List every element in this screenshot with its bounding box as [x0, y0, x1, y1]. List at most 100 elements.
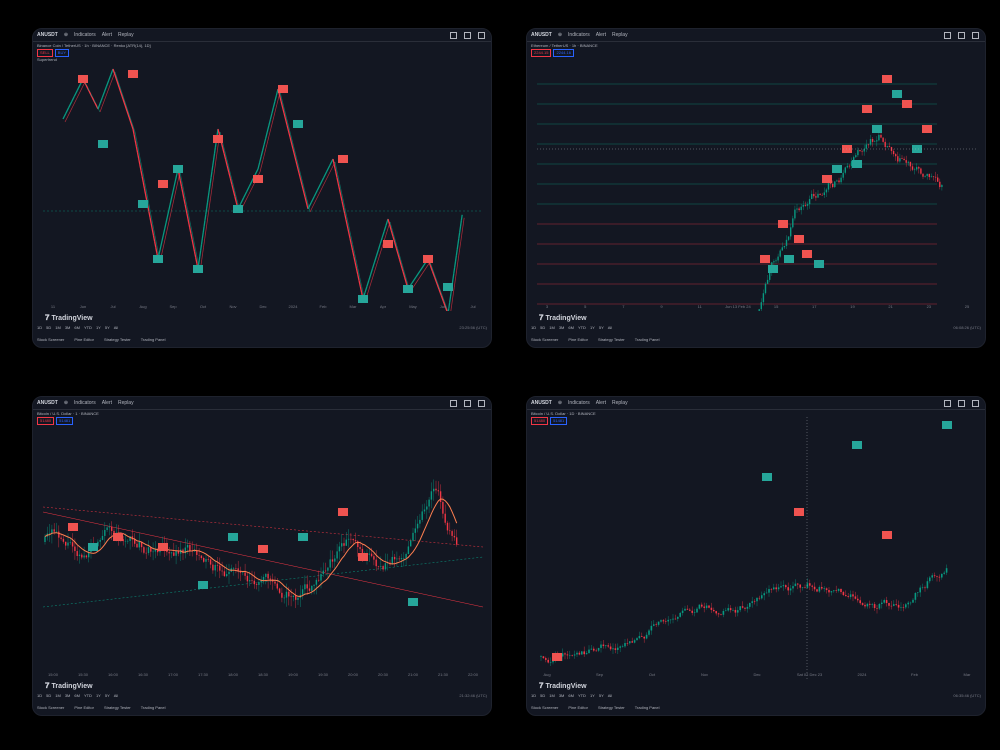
range-6m[interactable]: 6M [568, 693, 574, 698]
layout-icon[interactable] [450, 31, 457, 39]
range-1y[interactable]: 1Y [589, 325, 595, 330]
range-5y[interactable]: 5Y [598, 693, 604, 698]
range-all[interactable]: All [607, 693, 613, 698]
plus-icon[interactable]: ⊕ [63, 400, 69, 406]
range-3m[interactable]: 3M [558, 325, 565, 330]
tab-pine-editor[interactable]: Pine Editor [74, 705, 94, 710]
price-chart[interactable]: 15:00 15:30 16:00 16:30 17:00 17:30 18:00 18:30… [43, 417, 483, 679]
sell-price-box[interactable]: 2244.15 [531, 49, 552, 57]
tab-trading-panel[interactable]: Trading Panel [634, 705, 660, 710]
tab-stock-screener[interactable]: Stock Screener [37, 705, 65, 710]
range-6m[interactable]: 6M [74, 325, 80, 330]
indicators-button[interactable]: Indicators [74, 32, 96, 38]
range-ytd[interactable]: YTD [83, 693, 92, 698]
chart-panel-renko[interactable]: ANUSDT ⊕ Indicators Alert Replay Binance… [32, 28, 492, 348]
alert-button[interactable]: Alert [101, 32, 113, 38]
indicators-button[interactable]: Indicators [74, 400, 96, 406]
price-chart[interactable]: Aug Sep Oct Nov Dec Sat 02 Dec 23 2024 Feb Mar [537, 417, 977, 679]
range-6m[interactable]: 6M [568, 325, 574, 330]
clock-label[interactable]: 06:35:46 (UTC) [953, 693, 981, 698]
tab-stock-screener[interactable]: Stock Screener [531, 705, 559, 710]
fullscreen-icon[interactable] [478, 399, 485, 407]
settings-icon[interactable] [958, 399, 965, 407]
indicators-button[interactable]: Indicators [568, 400, 590, 406]
sell-price-box[interactable]: 51480 [37, 417, 55, 425]
range-ytd[interactable]: YTD [83, 325, 92, 330]
buy-price-box[interactable]: 2244.16 [553, 49, 574, 57]
range-all[interactable]: All [113, 693, 119, 698]
chart-panel-eth[interactable]: ANUSDT ⊕ Indicators Alert Replay Ethereu… [526, 28, 986, 348]
tab-stock-screener[interactable]: Stock Screener [531, 337, 559, 342]
range-3m[interactable]: 3M [64, 325, 71, 330]
layout-icon[interactable] [944, 399, 951, 407]
symbol-label[interactable]: ANUSDT [37, 32, 58, 38]
range-1y[interactable]: 1Y [589, 693, 595, 698]
alert-button[interactable]: Alert [595, 400, 607, 406]
range-1m[interactable]: 1M [549, 325, 555, 330]
range-all[interactable]: All [607, 325, 613, 330]
buy-price-box[interactable]: BUY [54, 49, 70, 57]
plus-icon[interactable]: ⊕ [557, 32, 563, 38]
fullscreen-icon[interactable] [972, 399, 979, 407]
symbol-label[interactable]: ANUSDT [531, 400, 552, 406]
price-chart[interactable]: 3 5 7 9 11 Jun 13 Feb 24 15 17 19 21 23 25 [537, 49, 977, 311]
range-ytd[interactable]: YTD [577, 693, 586, 698]
alert-button[interactable]: Alert [595, 32, 607, 38]
range-1m[interactable]: 1M [549, 693, 555, 698]
chart-panel-btc-1d[interactable]: ANUSDT ⊕ Indicators Alert Replay Bitcoin… [526, 396, 986, 716]
range-1m[interactable]: 1M [55, 693, 61, 698]
range-5d[interactable]: 5D [540, 325, 546, 330]
range-1m[interactable]: 1M [55, 325, 61, 330]
range-5d[interactable]: 5D [540, 693, 546, 698]
tab-trading-panel[interactable]: Trading Panel [634, 337, 660, 342]
plus-icon[interactable]: ⊕ [557, 400, 563, 406]
replay-button[interactable]: Replay [118, 400, 134, 406]
buy-price-box[interactable]: 51481 [56, 417, 74, 425]
layout-icon[interactable] [450, 399, 457, 407]
tab-strategy-tester[interactable]: Strategy Tester [103, 337, 131, 342]
range-5d[interactable]: 5D [46, 693, 52, 698]
range-1d[interactable]: 1D [531, 325, 537, 330]
settings-icon[interactable] [958, 31, 965, 39]
range-5d[interactable]: 5D [46, 325, 52, 330]
symbol-label[interactable]: ANUSDT [531, 32, 552, 38]
range-1y[interactable]: 1Y [95, 325, 101, 330]
tab-pine-editor[interactable]: Pine Editor [74, 337, 94, 342]
buy-price-box[interactable]: 51481 [550, 417, 568, 425]
symbol-label[interactable]: ANUSDT [37, 400, 58, 406]
plus-icon[interactable]: ⊕ [63, 32, 69, 38]
clock-label[interactable]: 06:08:26 (UTC) [953, 325, 981, 330]
range-all[interactable]: All [113, 325, 119, 330]
sell-price-box[interactable]: 51480 [531, 417, 549, 425]
range-3m[interactable]: 3M [558, 693, 565, 698]
alert-button[interactable]: Alert [101, 400, 113, 406]
replay-button[interactable]: Replay [612, 400, 628, 406]
tab-trading-panel[interactable]: Trading Panel [140, 705, 166, 710]
tab-stock-screener[interactable]: Stock Screener [37, 337, 65, 342]
tab-strategy-tester[interactable]: Strategy Tester [103, 705, 131, 710]
settings-icon[interactable] [464, 31, 471, 39]
range-1d[interactable]: 1D [37, 325, 43, 330]
clock-label[interactable]: 23:25:56 (UTC) [459, 325, 487, 330]
tab-trading-panel[interactable]: Trading Panel [140, 337, 166, 342]
replay-button[interactable]: Replay [612, 32, 628, 38]
indicators-button[interactable]: Indicators [568, 32, 590, 38]
range-5y[interactable]: 5Y [598, 325, 604, 330]
tab-strategy-tester[interactable]: Strategy Tester [597, 705, 625, 710]
fullscreen-icon[interactable] [972, 31, 979, 39]
range-1y[interactable]: 1Y [95, 693, 101, 698]
replay-button[interactable]: Replay [118, 32, 134, 38]
tab-strategy-tester[interactable]: Strategy Tester [597, 337, 625, 342]
tab-pine-editor[interactable]: Pine Editor [568, 705, 588, 710]
fullscreen-icon[interactable] [478, 31, 485, 39]
price-chart[interactable]: 11 Jun Jul Aug Sep Oct Nov Dec 2024 Feb Mar Apr May J… [43, 49, 483, 311]
chart-panel-btc-1m[interactable]: ANUSDT ⊕ Indicators Alert Replay Bitcoin… [32, 396, 492, 716]
range-5y[interactable]: 5Y [104, 693, 110, 698]
layout-icon[interactable] [944, 31, 951, 39]
range-1d[interactable]: 1D [37, 693, 43, 698]
clock-label[interactable]: 21:32:46 (UTC) [459, 693, 487, 698]
range-1d[interactable]: 1D [531, 693, 537, 698]
range-ytd[interactable]: YTD [577, 325, 586, 330]
tab-pine-editor[interactable]: Pine Editor [568, 337, 588, 342]
range-6m[interactable]: 6M [74, 693, 80, 698]
